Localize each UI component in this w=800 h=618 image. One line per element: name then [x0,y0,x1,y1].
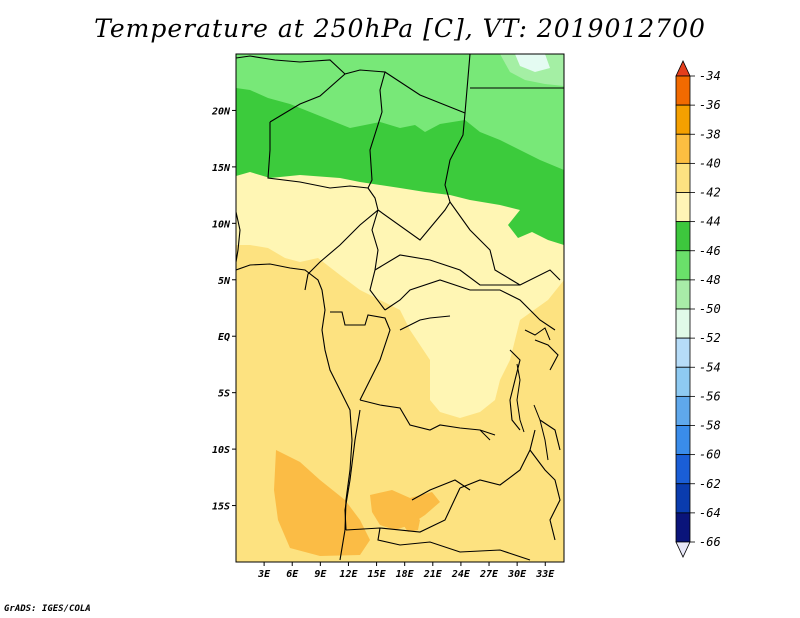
lon-label: 9E [314,569,327,580]
colorbar-label: -50 [699,302,721,316]
colorbar-box [675,454,691,485]
lat-label: 20N [211,106,231,117]
lon-label: 27E [479,569,499,580]
colorbar-label: -52 [699,331,721,345]
colorbar-label: -46 [699,244,721,258]
field-minus38-2 [370,490,440,530]
lon-label: 33E [535,569,555,580]
colorbar-box [675,366,691,397]
lon-label: 12E [339,569,358,580]
field-minus42 [236,170,564,418]
colorbar-box [675,512,691,543]
colorbar-label: -34 [699,69,721,83]
lon-label: 24E [451,569,471,580]
colorbar-label: -56 [699,389,721,403]
colorbar-box [675,483,691,514]
colorbar-label: -36 [699,98,721,112]
map-frame [235,53,565,563]
coastline [236,211,353,561]
lon-label: 30E [507,569,527,580]
colorbar-box [675,133,691,164]
lon-label: 15E [368,569,387,580]
colorbar-box [675,395,691,426]
lat-label: 5S [218,389,230,400]
colorbar-label: -66 [699,535,721,549]
colorbar-label: -54 [699,360,721,374]
field-minus50 [515,54,550,72]
lon-label: 21E [423,569,443,580]
colorbar-label: -40 [699,156,721,170]
colorbar-top-arrow [675,60,691,77]
colorbar-box [675,425,691,456]
colorbar-box [675,308,691,339]
lat-label: 10N [212,219,231,230]
temperature-field [236,54,564,562]
colorbar-label: -60 [699,448,721,462]
colorbar-box [675,104,691,135]
lon-label: 3E [257,569,271,580]
lat-label: 15S [212,502,230,513]
lat-label: 15N [212,163,231,174]
colorbar-label: -48 [699,273,721,287]
colorbar-box [675,250,691,281]
colorbar-box [675,337,691,368]
colorbar-label: -44 [699,215,721,229]
colorbar-label: -64 [699,506,721,520]
colorbar-label: -38 [699,127,721,141]
latitude-axis: 20N 15N 10N 5N EQ 5S 10S 15S [211,106,236,513]
colorbar: -34 -36 -38 -40 -42 -44 -46 -48 -50 -52 -54 -56 -58 -… [675,60,721,558]
colorbar-box [675,75,691,106]
colorbar-bottom-arrow [675,541,691,558]
field-minus46 [236,54,564,170]
longitude-axis: 3E 6E 9E 12E 15E 18E 21E 24E 27E 30E 33E [257,562,555,580]
colorbar-label: -62 [699,477,721,491]
grads-credit: GrADS: IGES/COLA [4,604,91,614]
lat-label: 5N [218,276,231,287]
colorbar-label: -58 [699,419,721,433]
lon-label: 6E [286,569,299,580]
field-minus38-3 [400,512,420,532]
borders [236,54,564,561]
colorbar-box [675,192,691,223]
lat-label: EQ [218,332,230,343]
lat-label: 10S [212,445,230,456]
lakes [479,327,551,461]
colorbar-label: -42 [699,186,721,200]
lon-label: 18E [396,569,415,580]
colorbar-box [675,221,691,252]
chart-title: Temperature at 250hPa [C], VT: 201901270… [94,14,706,43]
colorbar-box [675,279,691,310]
colorbar-box [675,162,691,193]
